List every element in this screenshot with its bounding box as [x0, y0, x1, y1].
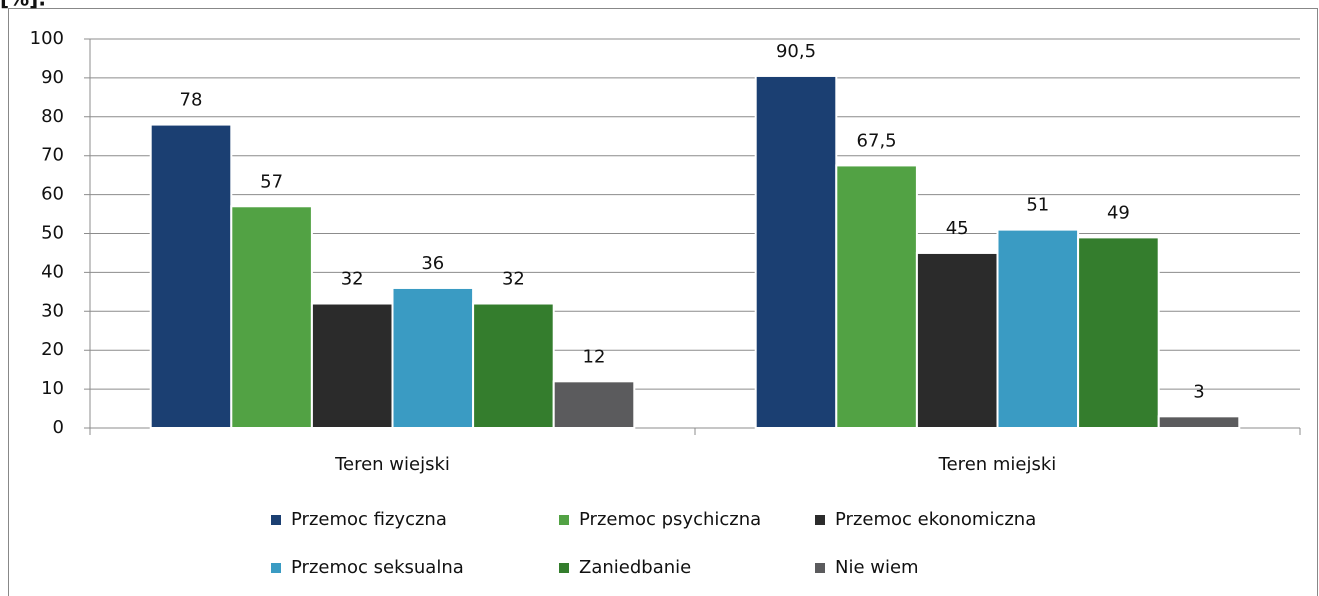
- data-label: 57: [260, 171, 283, 192]
- legend-swatch: [559, 515, 569, 525]
- y-tick-label: 50: [41, 223, 64, 244]
- bar: [472, 302, 555, 429]
- y-tick-label: 60: [41, 184, 64, 205]
- bar: [310, 302, 394, 429]
- bar: [391, 286, 475, 429]
- bar: [835, 164, 918, 430]
- legend-label: Przemoc psychiczna: [579, 509, 761, 530]
- data-label: 78: [180, 90, 203, 111]
- y-tick-label: 40: [41, 261, 64, 282]
- x-tick-label: Teren miejski: [938, 454, 1057, 475]
- bar: [996, 228, 1080, 429]
- bar: [230, 205, 313, 429]
- y-tick-label: 70: [41, 145, 64, 166]
- legend-label: Przemoc fizyczna: [291, 509, 447, 530]
- data-label: 67,5: [857, 130, 897, 151]
- data-label: 32: [502, 269, 525, 290]
- legend-swatch: [815, 563, 825, 573]
- legend-label: Przemoc seksualna: [291, 557, 464, 578]
- y-tick-label: 100: [30, 28, 64, 49]
- bar: [1077, 236, 1160, 429]
- legend-swatch: [559, 563, 569, 573]
- legend-label: Zaniedbanie: [579, 557, 691, 578]
- bar: [915, 251, 999, 429]
- data-label: 32: [341, 269, 364, 290]
- y-tick-label: 20: [41, 339, 64, 360]
- y-tick-label: 10: [41, 378, 64, 399]
- y-tick-label: 30: [41, 300, 64, 321]
- y-tick-label: 0: [53, 417, 64, 438]
- chart-border: [8, 8, 1318, 596]
- data-label: 45: [946, 218, 969, 239]
- y-axis-label: [%].: [0, 0, 46, 11]
- y-tick-label: 80: [41, 106, 64, 127]
- data-label: 49: [1107, 202, 1130, 223]
- legend-label: Przemoc ekonomiczna: [835, 509, 1036, 530]
- bar: [149, 123, 233, 430]
- bar: [1157, 415, 1241, 429]
- bar: [754, 74, 838, 430]
- data-label: 90,5: [776, 41, 816, 62]
- data-label: 3: [1193, 381, 1204, 402]
- data-label: 36: [421, 253, 444, 274]
- legend-label: Nie wiem: [835, 557, 919, 578]
- data-label: 12: [583, 346, 606, 367]
- data-label: 51: [1026, 195, 1049, 216]
- bar: [552, 380, 636, 430]
- legend-swatch: [815, 515, 825, 525]
- legend-swatch: [271, 563, 281, 573]
- legend-swatch: [271, 515, 281, 525]
- y-tick-label: 90: [41, 67, 64, 88]
- x-tick-label: Teren wiejski: [334, 454, 450, 475]
